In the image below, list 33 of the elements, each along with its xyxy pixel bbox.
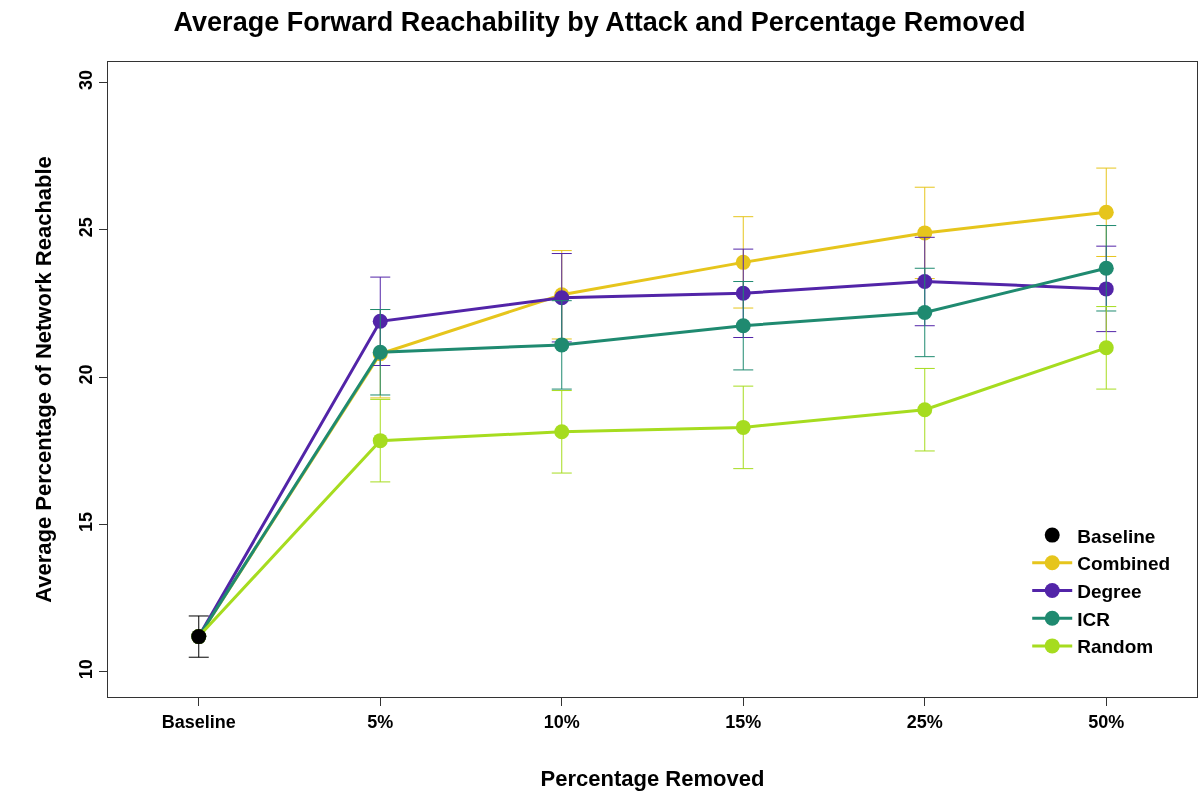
legend-label: Baseline [1077,525,1156,547]
point [735,285,751,301]
y-axis-title: Average Percentage of Network Reachable [30,156,56,603]
legend-label: Degree [1077,580,1142,602]
legend-label: ICR [1077,608,1111,630]
x-tick-label: 15% [725,711,762,732]
legend-label: Random [1077,636,1154,658]
point [554,337,570,353]
x-tick-label: Baseline [161,711,236,732]
y-tick-label: 10 [75,659,96,680]
point [735,254,751,270]
legend-label: Combined [1077,553,1171,575]
x-tick-label: 5% [367,711,394,732]
point [735,318,751,334]
x-tick-label: 10% [543,711,580,732]
point [917,402,933,418]
point [1098,204,1114,220]
x-tick-label: 25% [906,711,943,732]
y-tick-label: 20 [75,364,96,385]
x-axis-title: Percentage Removed [540,766,765,792]
y-tick-label: 25 [75,217,96,238]
point [917,274,933,290]
point [1098,340,1114,356]
point [1098,260,1114,276]
y-tick-label: 15 [75,511,96,532]
point [917,304,933,320]
chart-title: Average Forward Reachability by Attack and Percentage Removed [173,6,1026,37]
point [372,313,388,329]
point [372,433,388,449]
point [554,424,570,440]
y-tick-label: 30 [75,69,96,90]
x-tick-label: 50% [1088,711,1125,732]
point [735,419,751,435]
